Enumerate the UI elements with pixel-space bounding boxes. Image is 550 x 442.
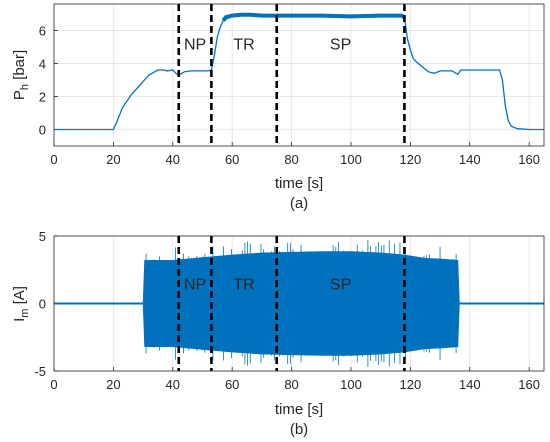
y-tick-label: 6 xyxy=(39,23,46,38)
x-tick-label: 120 xyxy=(400,377,422,392)
x-tick-label: 0 xyxy=(50,152,57,167)
x-axis-label-b: time [s] xyxy=(275,401,323,418)
chart-panel-b: NP TR SP 0 20 40 60 80 100 120 140 160 -5 0 5 time [… xyxy=(11,229,545,438)
panel-caption-b: (b) xyxy=(290,421,308,438)
x-tick-label: 40 xyxy=(166,377,180,392)
y-tick-labels-b: -5 0 5 xyxy=(34,229,46,379)
y-tick-label: 2 xyxy=(39,89,46,104)
x-tick-label: 120 xyxy=(400,152,422,167)
x-tick-label: 140 xyxy=(459,152,481,167)
x-tick-label: 80 xyxy=(284,152,298,167)
plot-series-b xyxy=(53,240,545,367)
x-tick-labels-a: 0 20 40 60 80 100 120 140 160 xyxy=(50,152,540,167)
axes-box-b xyxy=(53,235,545,372)
phase-markers-b xyxy=(177,236,406,371)
x-tick-label: 160 xyxy=(518,377,540,392)
phase-labels-a: NP TR SP xyxy=(184,37,351,54)
x-tick-label: 100 xyxy=(340,377,362,392)
phase-markers-a xyxy=(177,4,406,146)
x-tick-label: 160 xyxy=(518,152,540,167)
x-tick-label: 0 xyxy=(50,377,57,392)
axes-box-a xyxy=(53,3,545,147)
x-tick-label: 20 xyxy=(106,377,120,392)
y-axis-label-b: Im [A] xyxy=(11,286,31,322)
x-tick-labels-b: 0 20 40 60 80 100 120 140 160 xyxy=(50,377,540,392)
y-tick-label: -5 xyxy=(34,364,46,379)
chart-panel-a: NP TR SP 0 20 40 60 80 100 120 140 160 0 2 4 6 time [… xyxy=(11,3,545,212)
x-axis-label-a: time [s] xyxy=(275,175,323,192)
phase-label: SP xyxy=(330,276,351,293)
y-tick-label: 0 xyxy=(39,297,46,312)
x-tick-label: 80 xyxy=(284,377,298,392)
phase-labels-b: NP TR SP xyxy=(184,276,351,293)
phase-label: NP xyxy=(184,37,206,54)
x-tick-label: 20 xyxy=(106,152,120,167)
phase-label: TR xyxy=(233,276,254,293)
phase-label: NP xyxy=(184,276,206,293)
y-tick-label: 4 xyxy=(39,56,46,71)
plot-area-a xyxy=(54,4,544,146)
grid-a xyxy=(53,4,544,146)
y-axis-label-a: Ph [bar] xyxy=(11,50,31,100)
phase-label: TR xyxy=(233,37,254,54)
x-tick-label: 100 xyxy=(340,152,362,167)
y-tick-label: 5 xyxy=(39,229,46,244)
y-tick-labels-a: 0 2 4 6 xyxy=(39,23,46,137)
panel-caption-a: (a) xyxy=(290,195,308,212)
x-tick-label: 40 xyxy=(166,152,180,167)
x-tick-label: 140 xyxy=(459,377,481,392)
x-tick-label: 60 xyxy=(225,377,239,392)
y-tick-label: 0 xyxy=(39,122,46,137)
x-tick-label: 60 xyxy=(225,152,239,167)
phase-label: SP xyxy=(330,37,351,54)
